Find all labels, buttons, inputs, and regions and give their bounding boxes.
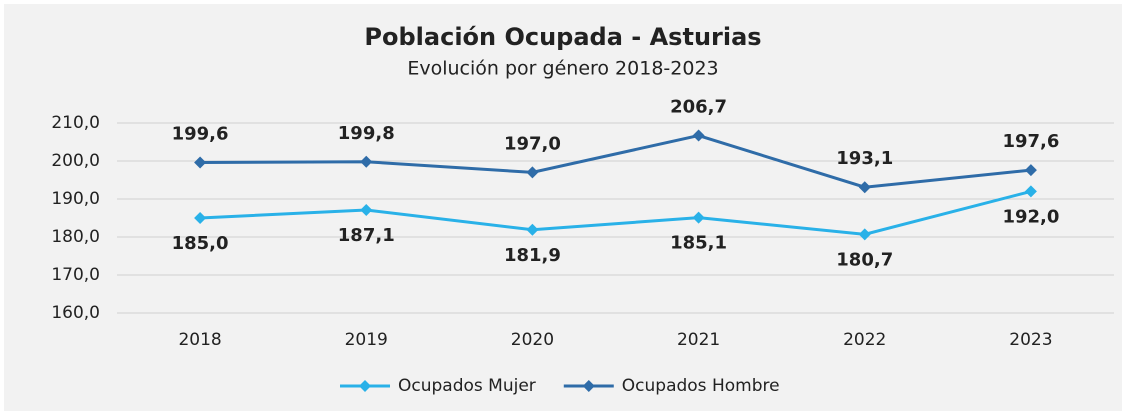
point bbox=[1024, 185, 1037, 198]
y-tick-label: 160,0 bbox=[51, 303, 100, 323]
point bbox=[194, 156, 207, 169]
point bbox=[360, 155, 373, 168]
x-tick-label: 2023 bbox=[1009, 330, 1052, 350]
legend-label: Ocupados Mujer bbox=[398, 376, 536, 396]
data-label: 193,1 bbox=[836, 148, 893, 169]
y-tick-label: 180,0 bbox=[51, 227, 100, 247]
data-label: 199,6 bbox=[172, 124, 229, 145]
point bbox=[858, 181, 871, 194]
x-tick-label: 2019 bbox=[345, 330, 388, 350]
data-label: 185,1 bbox=[670, 233, 727, 254]
point bbox=[194, 212, 207, 224]
background bbox=[4, 4, 1122, 411]
x-tick-label: 2022 bbox=[843, 330, 886, 350]
y-tick-label: 200,0 bbox=[51, 151, 100, 171]
chart-subtitle: Evolución por género 2018-2023 bbox=[407, 58, 718, 80]
point bbox=[692, 211, 705, 224]
data-label: 192,0 bbox=[1002, 206, 1059, 227]
chart-title: Población Ocupada - Asturias bbox=[364, 23, 761, 51]
x-tick-label: 2018 bbox=[178, 330, 221, 350]
legend-marker bbox=[582, 380, 595, 392]
legend-marker bbox=[359, 380, 371, 392]
data-label: 206,7 bbox=[670, 97, 727, 118]
data-label: 185,0 bbox=[172, 233, 229, 254]
x-tick-label: 2020 bbox=[511, 330, 554, 350]
point bbox=[526, 223, 539, 236]
x-tick-label: 2021 bbox=[677, 330, 720, 350]
data-label: 197,0 bbox=[504, 133, 561, 154]
y-tick-label: 170,0 bbox=[51, 265, 100, 285]
point bbox=[360, 204, 373, 217]
series-line bbox=[200, 189, 1032, 236]
data-label: 180,7 bbox=[836, 249, 893, 270]
data-label: 199,8 bbox=[338, 123, 395, 144]
point bbox=[526, 166, 539, 179]
y-tick-label: 190,0 bbox=[51, 189, 100, 209]
series-line bbox=[200, 133, 1032, 189]
point bbox=[858, 228, 871, 241]
point bbox=[692, 129, 705, 142]
data-label: 181,9 bbox=[504, 245, 561, 266]
y-tick-label: 210,0 bbox=[51, 113, 100, 133]
point bbox=[1024, 164, 1037, 177]
data-label: 187,1 bbox=[338, 225, 395, 246]
legend-label: Ocupados Hombre bbox=[622, 376, 780, 396]
data-label: 197,6 bbox=[1002, 131, 1059, 152]
